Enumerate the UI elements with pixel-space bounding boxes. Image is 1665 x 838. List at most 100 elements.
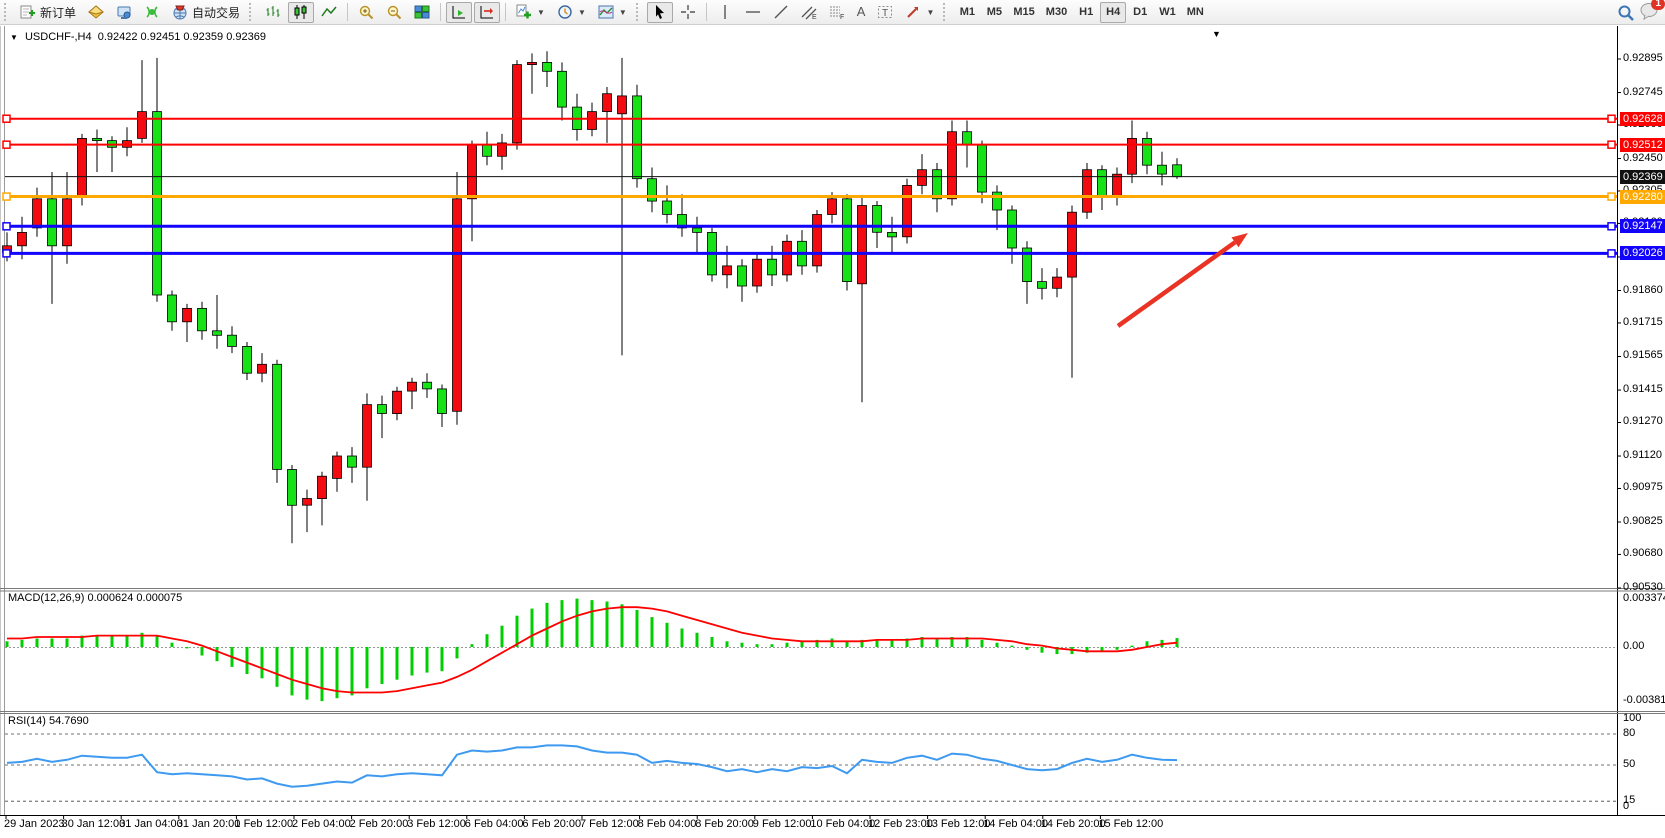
- crosshair-button[interactable]: [675, 2, 701, 23]
- line-chart-icon: [321, 4, 337, 20]
- candle: [422, 373, 432, 398]
- timeframe-m1-button[interactable]: M1: [954, 2, 980, 23]
- price-line-badge[interactable]: 0.92628: [1620, 111, 1665, 126]
- new-order-button[interactable]: 新订单: [15, 2, 81, 23]
- price-tick-label: 0.92895: [1623, 52, 1663, 64]
- line-right-handle[interactable]: [1607, 249, 1616, 258]
- arrows-tool-icon: [905, 4, 921, 20]
- notification-badge: 1: [1651, 0, 1665, 10]
- candle: [527, 53, 537, 94]
- line-right-handle[interactable]: [1607, 222, 1616, 231]
- candle: [737, 259, 747, 302]
- timeframe-m5-button[interactable]: M5: [981, 2, 1007, 23]
- chart-shift-button[interactable]: [474, 1, 501, 23]
- svg-text:T: T: [882, 8, 888, 19]
- line-left-handle[interactable]: [2, 140, 11, 149]
- tile-windows-button[interactable]: [409, 2, 435, 23]
- search-icon[interactable]: [1617, 4, 1634, 21]
- price-line-badge[interactable]: 0.92369: [1620, 169, 1665, 184]
- timeframe-d1-button[interactable]: D1: [1127, 2, 1153, 23]
- arrows-tool-button[interactable]: ▼: [900, 2, 939, 23]
- date-axis-label: 6 Feb 20:00: [522, 818, 582, 830]
- zoom-in-button[interactable]: [353, 2, 379, 23]
- vertical-line-tool-button[interactable]: [712, 2, 738, 23]
- candles-layer: [2, 51, 1182, 544]
- chart-shift-marker[interactable]: ▼: [1212, 29, 1221, 39]
- signal-icon: [144, 4, 160, 20]
- template-icon: [598, 4, 614, 20]
- candle: [167, 290, 177, 331]
- candle: [122, 127, 132, 157]
- timeframe-mn-button[interactable]: MN: [1182, 2, 1209, 23]
- fibonacci-tool-button[interactable]: F: [824, 2, 850, 23]
- candle: [752, 252, 762, 293]
- market-watch-button[interactable]: [83, 2, 109, 23]
- symbol-collapse-icon[interactable]: ▼: [10, 33, 18, 42]
- candle: [632, 84, 642, 188]
- auto-scroll-button[interactable]: [446, 1, 473, 23]
- price-line-badge[interactable]: 0.92512: [1620, 137, 1665, 152]
- candlestick-chart-icon: [293, 4, 309, 20]
- candle: [347, 447, 357, 483]
- date-axis-label: 14 Feb 20:00: [1040, 818, 1106, 830]
- price-tick-label: 0.90680: [1623, 547, 1663, 560]
- line-left-handle[interactable]: [2, 249, 11, 258]
- line-right-handle[interactable]: [1607, 140, 1616, 149]
- notifications-chat-button[interactable]: 1: [1639, 0, 1665, 23]
- timeframe-h4-button[interactable]: H4: [1100, 1, 1127, 23]
- new-order-icon: [20, 4, 36, 20]
- text-label-tool-button[interactable]: T: [872, 2, 898, 23]
- candlestick-chart-button[interactable]: [288, 1, 315, 23]
- line-left-handle[interactable]: [2, 114, 11, 123]
- candle: [92, 129, 102, 172]
- macd-histogram: [5, 598, 1179, 702]
- timeframe-h1-button[interactable]: H1: [1073, 2, 1099, 23]
- macd-axis-label: -0.003819: [1623, 694, 1665, 707]
- accounts-button[interactable]: [111, 2, 137, 23]
- gold-book-icon: [87, 4, 105, 20]
- timeframe-m30-button[interactable]: M30: [1041, 2, 1072, 23]
- rsi-axis-label: 80: [1623, 727, 1636, 739]
- crosshair-icon: [680, 4, 696, 20]
- templates-button[interactable]: ▼: [593, 2, 632, 23]
- candle: [977, 140, 987, 204]
- timeframe-w1-button[interactable]: W1: [1154, 2, 1181, 23]
- cursor-button[interactable]: [646, 1, 673, 23]
- date-axis-label: 3 Feb 12:00: [407, 818, 466, 830]
- toolbar-separator: [440, 3, 442, 21]
- text-label-icon: T: [877, 4, 893, 20]
- timeframe-m15-button[interactable]: M15: [1008, 2, 1039, 23]
- signals-button[interactable]: [139, 2, 165, 23]
- trend-arrow-object[interactable]: [1116, 233, 1248, 328]
- toolbar: 新订单 自动交易: [0, 0, 1665, 25]
- price-tick-label: 0.91120: [1623, 449, 1662, 462]
- line-left-handle[interactable]: [2, 192, 11, 201]
- tile-windows-icon: [414, 4, 430, 20]
- text-tool-button[interactable]: A: [852, 2, 871, 23]
- candle: [407, 377, 417, 410]
- candle: [137, 60, 147, 143]
- price-line-badge[interactable]: 0.92026: [1620, 246, 1665, 261]
- bar-chart-button[interactable]: [260, 2, 286, 23]
- equidistant-channel-button[interactable]: E: [796, 2, 822, 23]
- chart-canvas[interactable]: [0, 26, 1665, 838]
- line-left-handle[interactable]: [2, 222, 11, 231]
- trendline-tool-button[interactable]: [768, 2, 794, 23]
- line-right-handle[interactable]: [1607, 114, 1616, 123]
- price-line-badge[interactable]: 0.92280: [1620, 189, 1665, 204]
- date-axis-label: 9 Feb 12:00: [752, 818, 812, 830]
- price-tick-label: 0.90825: [1623, 515, 1663, 527]
- auto-trading-icon: [172, 4, 188, 20]
- line-chart-button[interactable]: [316, 2, 342, 23]
- chart-window[interactable]: ▼ USDCHF-,H4 0.92422 0.92451 0.92359 0.9…: [0, 26, 1665, 838]
- line-right-handle[interactable]: [1607, 192, 1616, 201]
- price-line-badge[interactable]: 0.92147: [1620, 219, 1665, 234]
- candle: [377, 395, 387, 439]
- horizontal-line-tool-button[interactable]: [740, 2, 766, 23]
- indicators-button[interactable]: ▼: [511, 2, 550, 23]
- zoom-out-button[interactable]: [381, 2, 407, 23]
- periods-button[interactable]: ▼: [552, 2, 591, 23]
- channel-icon: E: [801, 4, 817, 21]
- auto-trading-button[interactable]: 自动交易: [167, 2, 245, 23]
- date-axis-label: 29 Jan 2023: [4, 818, 65, 830]
